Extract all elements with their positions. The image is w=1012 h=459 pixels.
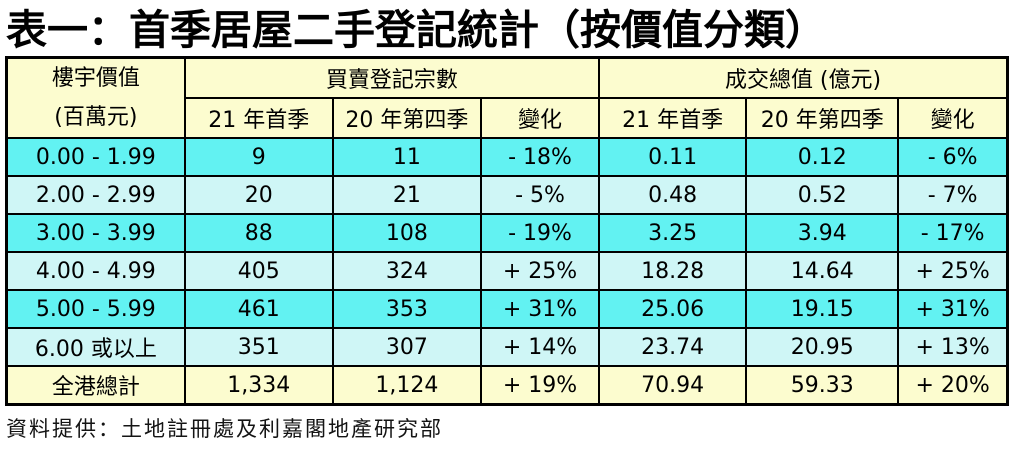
table-cell: - 19% — [479, 213, 601, 253]
sub-header-20q4: 20 年第四季 — [331, 97, 482, 139]
table-cell: 20.95 — [745, 327, 900, 367]
group-header-registrations: 買賣登記宗數 — [183, 56, 601, 99]
table-cell: + 31% — [897, 289, 1009, 329]
row-label: 0.00 - 1.99 — [5, 137, 186, 177]
table-cell: + 25% — [479, 251, 601, 291]
sub-header-21q1: 21 年首季 — [183, 97, 334, 139]
row-label: 3.00 - 3.99 — [5, 213, 186, 253]
table-cell: + 25% — [897, 251, 1009, 291]
table-cell: 18.28 — [598, 251, 748, 291]
table-cell: 3.94 — [745, 213, 900, 253]
table-cell: 353 — [331, 289, 482, 329]
table-cell: 20 — [183, 175, 334, 215]
table-cell: 324 — [331, 251, 482, 291]
table-cell: 21 — [331, 175, 482, 215]
table-cell: 0.11 — [598, 137, 748, 177]
table-cell: 0.52 — [745, 175, 900, 215]
table-cell: - 7% — [897, 175, 1009, 215]
table-cell: + 31% — [479, 289, 601, 329]
group-header-total-value: 成交總值 (億元) — [598, 56, 1009, 99]
table-cell: 59.33 — [745, 365, 900, 406]
table-cell: 0.48 — [598, 175, 748, 215]
table-cell: - 18% — [479, 137, 601, 177]
table-cell: 23.74 — [598, 327, 748, 367]
value-header-line1: 樓宇價值 — [51, 66, 140, 91]
table-cell: 1,124 — [331, 365, 482, 406]
page-title: 表一：首季居屋二手登記統計（按價值分類） — [6, 6, 826, 54]
table-row: 3.00 - 3.99 88 108 - 19% 3.25 3.94 - 17% — [5, 213, 1009, 253]
table-cell: - 6% — [897, 137, 1009, 177]
table-cell: 108 — [331, 213, 482, 253]
table-cell: + 14% — [479, 327, 601, 367]
table-cell: 11 — [331, 137, 482, 177]
table-cell: - 5% — [479, 175, 601, 215]
table-cell: + 13% — [897, 327, 1009, 367]
table-cell: 461 — [183, 289, 334, 329]
group-header-row: 樓宇價值 (百萬元) 買賣登記宗數 成交總值 (億元) — [5, 56, 1009, 139]
table-cell: 3.25 — [598, 213, 748, 253]
sub-header-row: 21 年首季 20 年第四季 變化 21 年首季 20 年第四季 變化 — [7, 97, 1009, 139]
table-cell: 1,334 — [183, 365, 334, 406]
total-row: 全港總計 1,334 1,124 + 19% 70.94 59.33 + 20% — [5, 365, 1009, 406]
table-cell: + 19% — [479, 365, 601, 406]
table-cell: 0.12 — [745, 137, 900, 177]
sub-header-20q4: 20 年第四季 — [745, 97, 900, 139]
table-row: 6.00 或以上 351 307 + 14% 23.74 20.95 + 13% — [5, 327, 1009, 367]
sub-header-change: 變化 — [479, 97, 601, 139]
table-cell: 351 — [183, 327, 334, 367]
row-label: 2.00 - 2.99 — [5, 175, 186, 215]
table-row: 5.00 - 5.99 461 353 + 31% 25.06 19.15 + … — [5, 289, 1009, 329]
table-row: 4.00 - 4.99 405 324 + 25% 18.28 14.64 + … — [5, 251, 1009, 291]
table-cell: 88 — [183, 213, 334, 253]
table-cell: 14.64 — [745, 251, 900, 291]
value-column-header: 樓宇價值 (百萬元) — [5, 56, 186, 139]
stats-table: 樓宇價值 (百萬元) 買賣登記宗數 成交總值 (億元) 21 年首季 20 年第… — [5, 56, 1009, 406]
table-row: 0.00 - 1.99 9 11 - 18% 0.11 0.12 - 6% — [5, 137, 1009, 177]
table-cell: 9 — [183, 137, 334, 177]
table-cell: 307 — [331, 327, 482, 367]
table-cell: 19.15 — [745, 289, 900, 329]
table-cell: 405 — [183, 251, 334, 291]
sub-header-change: 變化 — [897, 97, 1009, 139]
row-label: 4.00 - 4.99 — [5, 251, 186, 291]
table-row: 2.00 - 2.99 20 21 - 5% 0.48 0.52 - 7% — [5, 175, 1009, 215]
total-row-label: 全港總計 — [5, 365, 186, 406]
table-cell: 70.94 — [598, 365, 748, 406]
table-cell: - 17% — [897, 213, 1009, 253]
table-cell: + 20% — [897, 365, 1009, 406]
row-label: 6.00 或以上 — [5, 327, 186, 367]
table-cell: 25.06 — [598, 289, 748, 329]
row-label: 5.00 - 5.99 — [5, 289, 186, 329]
sub-header-21q1: 21 年首季 — [598, 97, 748, 139]
value-header-line2: (百萬元) — [54, 105, 138, 130]
source-note: 資料提供：土地註冊處及利嘉閣地產研究部 — [6, 417, 443, 441]
